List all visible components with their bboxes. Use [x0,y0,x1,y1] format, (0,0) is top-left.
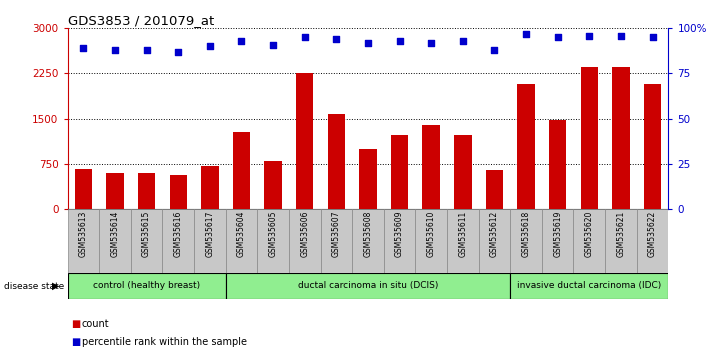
Point [362,40,374,46]
Bar [201,166,218,209]
Text: GSM535622: GSM535622 [648,211,657,257]
Point [299,35,311,40]
Bar [574,209,605,273]
Bar [510,209,542,273]
Text: GSM535615: GSM535615 [142,211,151,257]
Bar [232,132,250,209]
Bar [359,149,377,209]
Point [584,33,595,38]
Bar [605,209,637,273]
Text: GSM535619: GSM535619 [553,211,562,257]
Bar [518,84,535,209]
Point [552,35,563,40]
Bar [454,136,471,209]
Bar [542,209,574,273]
Bar [68,273,225,299]
Bar [106,173,124,209]
Text: control (healthy breast): control (healthy breast) [93,281,201,290]
Text: GSM535616: GSM535616 [173,211,183,257]
Text: count: count [82,319,109,329]
Text: GSM535621: GSM535621 [616,211,626,257]
Text: GSM535612: GSM535612 [490,211,499,257]
Bar [131,209,162,273]
Bar [384,209,415,273]
Bar [510,273,668,299]
Point [331,36,342,42]
Bar [479,209,510,273]
Text: GSM535614: GSM535614 [110,211,119,257]
Text: ■: ■ [71,319,80,329]
Bar [169,175,187,209]
Text: GSM535611: GSM535611 [459,211,467,257]
Text: ductal carcinoma in situ (DCIS): ductal carcinoma in situ (DCIS) [298,281,438,290]
Bar [162,209,194,273]
Point [109,47,121,53]
Point [457,38,469,44]
Text: GSM535610: GSM535610 [427,211,436,257]
Text: GSM535606: GSM535606 [300,211,309,257]
Bar [415,209,447,273]
Bar [194,209,225,273]
Bar [549,120,567,209]
Text: GSM535617: GSM535617 [205,211,214,257]
Bar [486,170,503,209]
Bar [68,209,99,273]
Bar [644,84,661,209]
Text: disease state: disease state [4,281,64,291]
Bar [264,161,282,209]
Point [77,45,89,51]
Bar [328,114,345,209]
Bar [612,67,630,209]
Text: GSM535605: GSM535605 [269,211,277,257]
Text: invasive ductal carcinoma (IDC): invasive ductal carcinoma (IDC) [517,281,661,290]
Text: GSM535608: GSM535608 [363,211,373,257]
Text: GSM535620: GSM535620 [584,211,594,257]
Point [425,40,437,46]
Bar [422,125,440,209]
Bar [447,209,479,273]
Text: GSM535604: GSM535604 [237,211,246,257]
Bar [352,209,384,273]
Point [141,47,152,53]
Text: GSM535609: GSM535609 [395,211,404,257]
Text: GSM535607: GSM535607 [332,211,341,257]
Text: GSM535618: GSM535618 [522,211,530,257]
Point [204,44,215,49]
Bar [225,209,257,273]
Bar [296,73,314,209]
Text: GSM535613: GSM535613 [79,211,88,257]
Bar [99,209,131,273]
Point [615,33,626,38]
Point [236,38,247,44]
Bar [138,173,155,209]
Point [394,38,405,44]
Bar [581,67,598,209]
Bar [257,209,289,273]
Bar [391,136,408,209]
Bar [321,209,352,273]
Text: ■: ■ [71,337,80,347]
Text: percentile rank within the sample: percentile rank within the sample [82,337,247,347]
Text: GDS3853 / 201079_at: GDS3853 / 201079_at [68,14,214,27]
Point [488,47,500,53]
Bar [289,209,321,273]
Point [520,31,532,36]
Text: ▶: ▶ [52,281,60,291]
Point [267,42,279,47]
Point [173,49,184,55]
Bar [75,169,92,209]
Bar [225,273,510,299]
Point [647,35,658,40]
Bar [637,209,668,273]
